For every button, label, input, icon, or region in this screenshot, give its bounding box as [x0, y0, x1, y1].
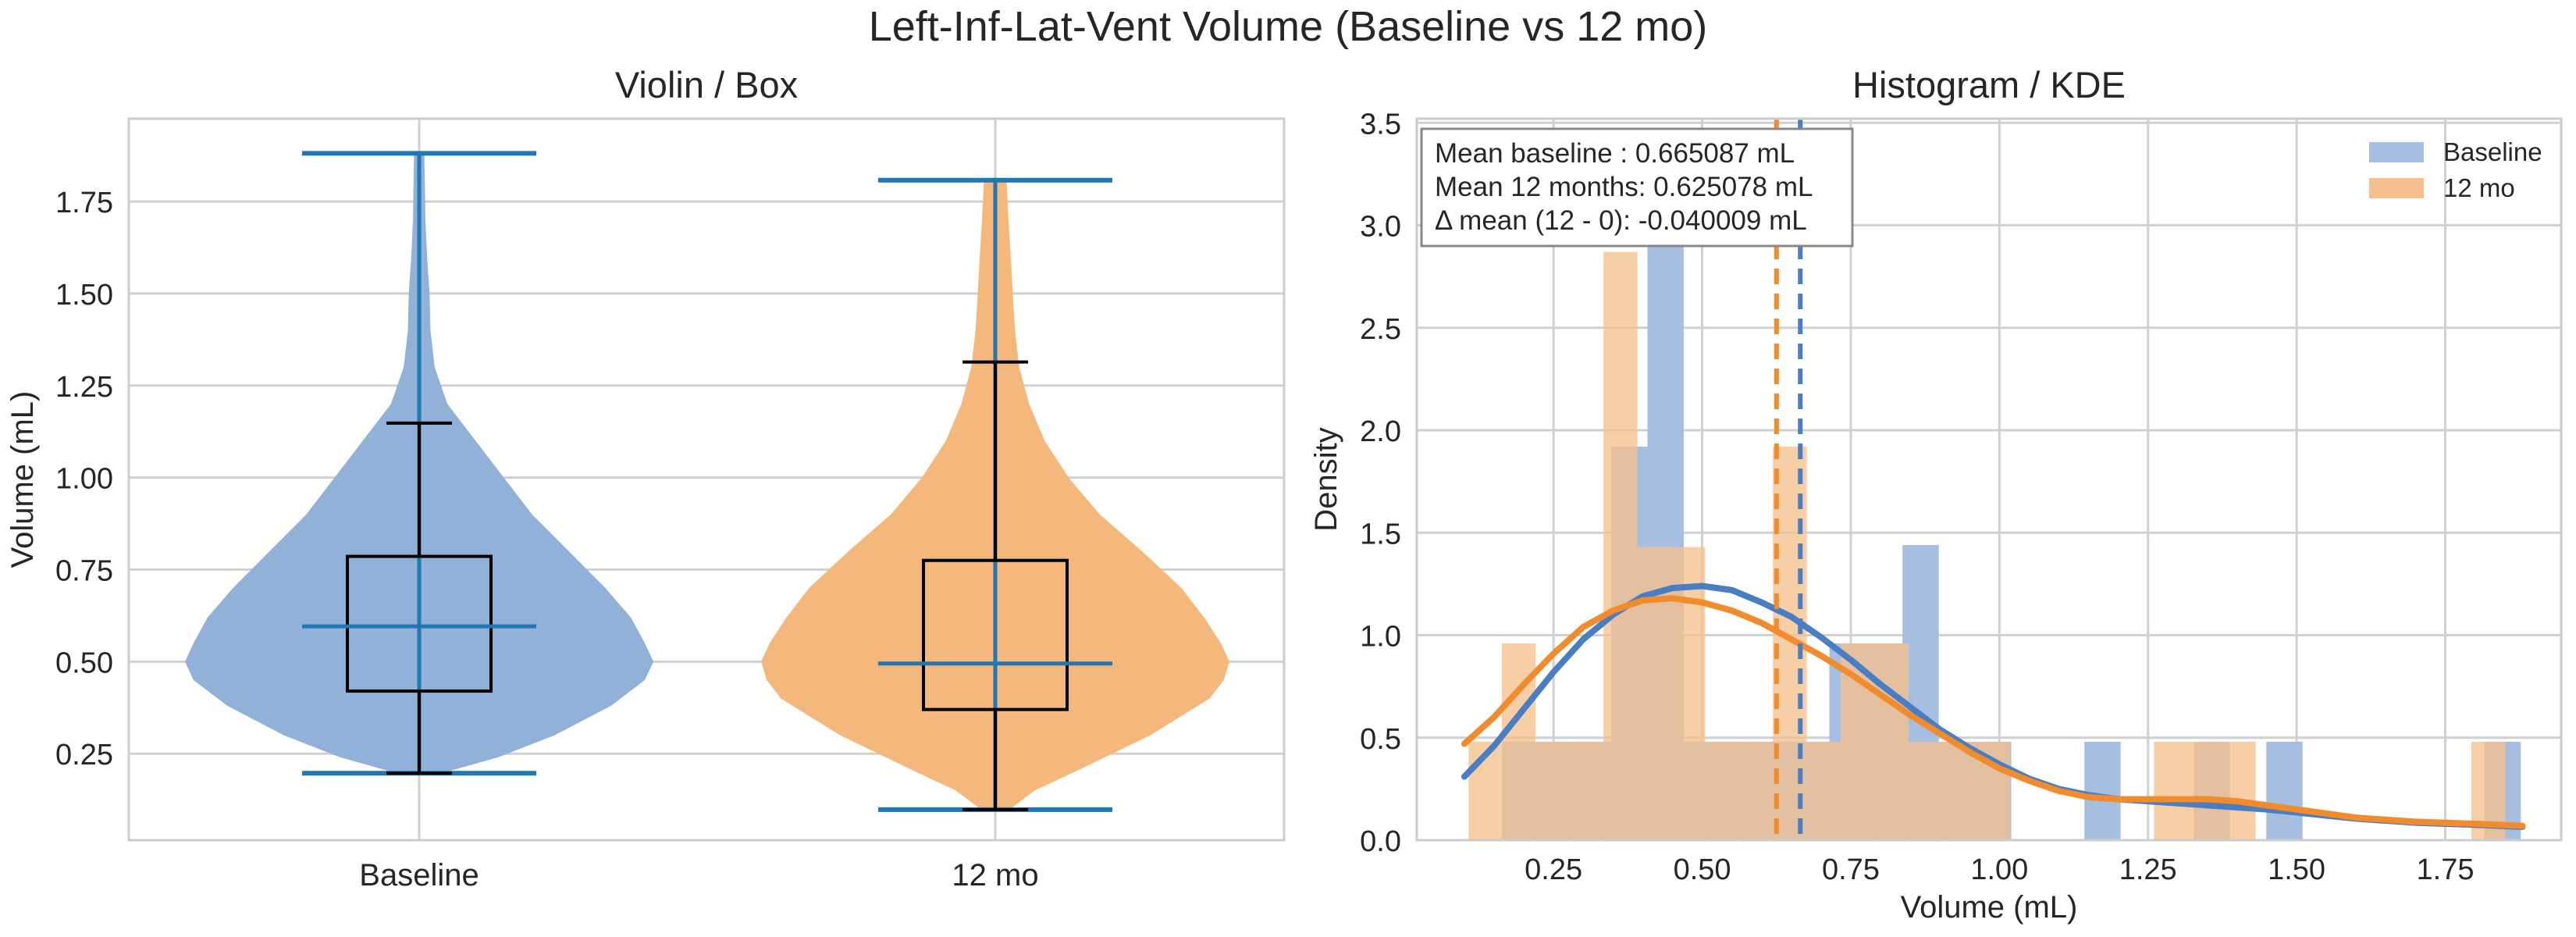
histogram-y-axis-label: Density: [1309, 427, 1343, 531]
histogram-bar-12mo: [1942, 742, 1976, 840]
histogram-panel-title: Histogram / KDE: [1852, 64, 2126, 105]
violin-x-tick-label: Baseline: [359, 858, 479, 892]
stats-annotation-box: [1420, 127, 1854, 248]
histogram-bar-12mo: [1874, 643, 1909, 840]
violin-y-ticks: 0.25 0.50 0.75 1.00 1.25 1.50 1.75: [55, 187, 113, 771]
violin-y-axis-label: Volume (mL): [5, 391, 40, 568]
histogram-panel: Histogram / KDE 0.0 0.5 1.0 1.5 2.0 2.5 3.0 3.5…: [1309, 64, 2563, 925]
figure-title: Left-Inf-Lat-Vent Volume (Baseline vs 12…: [869, 3, 1708, 50]
box-iqr: [346, 554, 493, 693]
histogram-x-tick-label: 1.50: [2268, 853, 2325, 886]
violin-panel-title: Violin / Box: [615, 64, 798, 105]
histogram-bar-12mo: [1738, 742, 1774, 840]
histogram-legend: Baseline 12 mo: [2369, 137, 2542, 202]
violin-y-tick-label: 0.25: [55, 739, 113, 771]
histogram-bar-12mo: [1603, 251, 1638, 840]
kde-curves: [1461, 583, 2526, 830]
histogram-x-tick-label: 1.75: [2417, 853, 2475, 886]
violin-x-ticks: Baseline 12 mo: [359, 858, 1038, 892]
histogram-x-tick-label: 1.25: [2119, 853, 2177, 886]
histogram-bar-baseline: [2266, 742, 2303, 840]
histogram-bar-12mo: [1705, 742, 1739, 840]
histogram-bar-12mo: [2222, 742, 2256, 840]
violin-bodies: [185, 151, 1229, 812]
stats-line-delta-mean: Δ mean (12 - 0): -0.040009 mL: [1435, 205, 1807, 236]
histogram-bar-12mo: [1670, 547, 1706, 840]
legend-label-baseline: Baseline: [2443, 137, 2542, 166]
violin-y-tick-label: 1.00: [55, 463, 113, 496]
histogram-x-ticks: 0.25 0.50 0.75 1.00 1.25 1.50 1.75: [1525, 853, 2474, 886]
histogram-y-ticks: 0.0 0.5 1.0 1.5 2.0 2.5 3.0 3.5: [1360, 108, 1401, 858]
histogram-y-tick-label: 1.0: [1360, 621, 1401, 654]
violin-axes-frame: [127, 117, 1286, 842]
violin-panel: Violin / Box 0.25 0.50 0.75 1.00 1.25 1.50 1.7…: [5, 64, 1286, 892]
histogram-axes-frame: [1415, 117, 2563, 842]
histogram-bar-12mo: [2187, 742, 2222, 840]
histogram-bar-12mo: [2154, 742, 2188, 840]
violin-y-tick-label: 1.75: [55, 187, 113, 219]
histogram-bar-12mo: [1908, 742, 1943, 840]
histogram-bar-12mo: [1535, 742, 1570, 840]
mean-lines: [1774, 119, 1803, 840]
histogram-y-tick-label: 3.5: [1360, 108, 1401, 141]
stats-line-mean-12-months: Mean 12 months: 0.625078 mL: [1435, 172, 1813, 202]
legend-swatch-baseline: [2369, 142, 2424, 162]
violin-boxplots: [302, 360, 1112, 811]
violin-y-tick-label: 0.50: [55, 647, 113, 679]
histogram-y-tick-label: 0.0: [1360, 825, 1401, 858]
histogram-y-tick-label: 2.0: [1360, 415, 1401, 448]
legend-swatch-12mo: [2369, 178, 2424, 198]
histogram-bar-12mo: [1569, 742, 1604, 840]
box-iqr: [922, 558, 1069, 711]
histogram-x-tick-label: 0.25: [1525, 853, 1582, 886]
histogram-y-tick-label: 2.5: [1360, 313, 1401, 346]
kde-curve-12mo: [1461, 595, 2526, 829]
violin-y-tick-label: 0.75: [55, 555, 113, 588]
histogram-y-tick-label: 0.5: [1360, 723, 1401, 756]
histogram-bar-12mo: [1806, 742, 1841, 840]
histogram-y-tick-label: 1.5: [1360, 518, 1401, 550]
stats-line-mean-baseline: Mean baseline : 0.665087 mL: [1435, 138, 1795, 169]
violin-y-tick-label: 1.25: [55, 371, 113, 404]
histogram-x-axis-label: Volume (mL): [1901, 890, 2078, 925]
histogram-bar-baseline: [2084, 742, 2121, 840]
histogram-x-tick-label: 0.75: [1822, 853, 1880, 886]
legend-label-12mo: 12 mo: [2443, 173, 2515, 202]
histogram-y-tick-label: 3.0: [1360, 211, 1401, 244]
violin-x-tick-label: 12 mo: [952, 858, 1038, 892]
stats-annotation: Mean baseline : 0.665087 mL Mean 12 mont…: [1420, 127, 1854, 248]
histogram-x-tick-label: 1.00: [1970, 853, 2028, 886]
violin-y-tick-label: 1.50: [55, 279, 113, 312]
histogram-x-tick-label: 0.50: [1674, 853, 1731, 886]
